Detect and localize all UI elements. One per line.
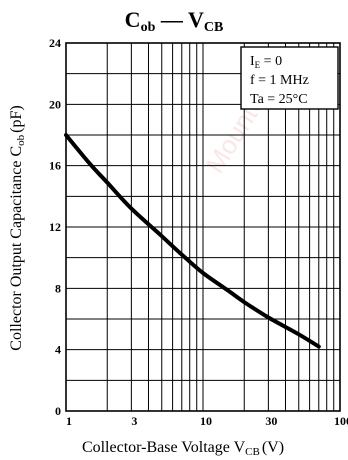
- x-tick-label: 10: [200, 414, 212, 428]
- x-axis-label: Collector-Base Voltage VCB (V): [82, 439, 284, 458]
- x-tick-label: 3: [131, 414, 137, 428]
- y-tick-label: 8: [55, 281, 61, 295]
- y-tick-label: 24: [49, 36, 61, 50]
- plot-frame: [65, 42, 341, 412]
- y-tick-label: 12: [49, 220, 61, 234]
- conditions-box: IE = 0 f = 1 MHz Ta = 25°C: [240, 46, 339, 110]
- x-tick-label: 100: [334, 414, 348, 428]
- tick-labels: 0 4 8 12 16 20 24 1 3 10 30 100: [49, 36, 348, 428]
- y-tick-label: 4: [55, 343, 61, 357]
- x-tick-label: 1: [66, 414, 72, 428]
- condition-temperature: Ta = 25°C: [250, 92, 308, 107]
- condition-ie: IE = 0: [250, 54, 282, 70]
- conditions-box-bg: [240, 46, 339, 110]
- y-tick-label: 0: [55, 404, 61, 418]
- y-tick-label: 16: [49, 159, 61, 173]
- chart-title: Cob — VCB: [125, 7, 224, 35]
- y-axis-label: Collector Output Capacitance Cob(pF): [8, 105, 27, 350]
- x-tick-label: 30: [265, 414, 277, 428]
- condition-frequency: f = 1 MHz: [250, 73, 309, 88]
- plot-area: [64, 133, 321, 349]
- y-tick-label: 20: [49, 97, 61, 111]
- cob-curve: [64, 133, 321, 349]
